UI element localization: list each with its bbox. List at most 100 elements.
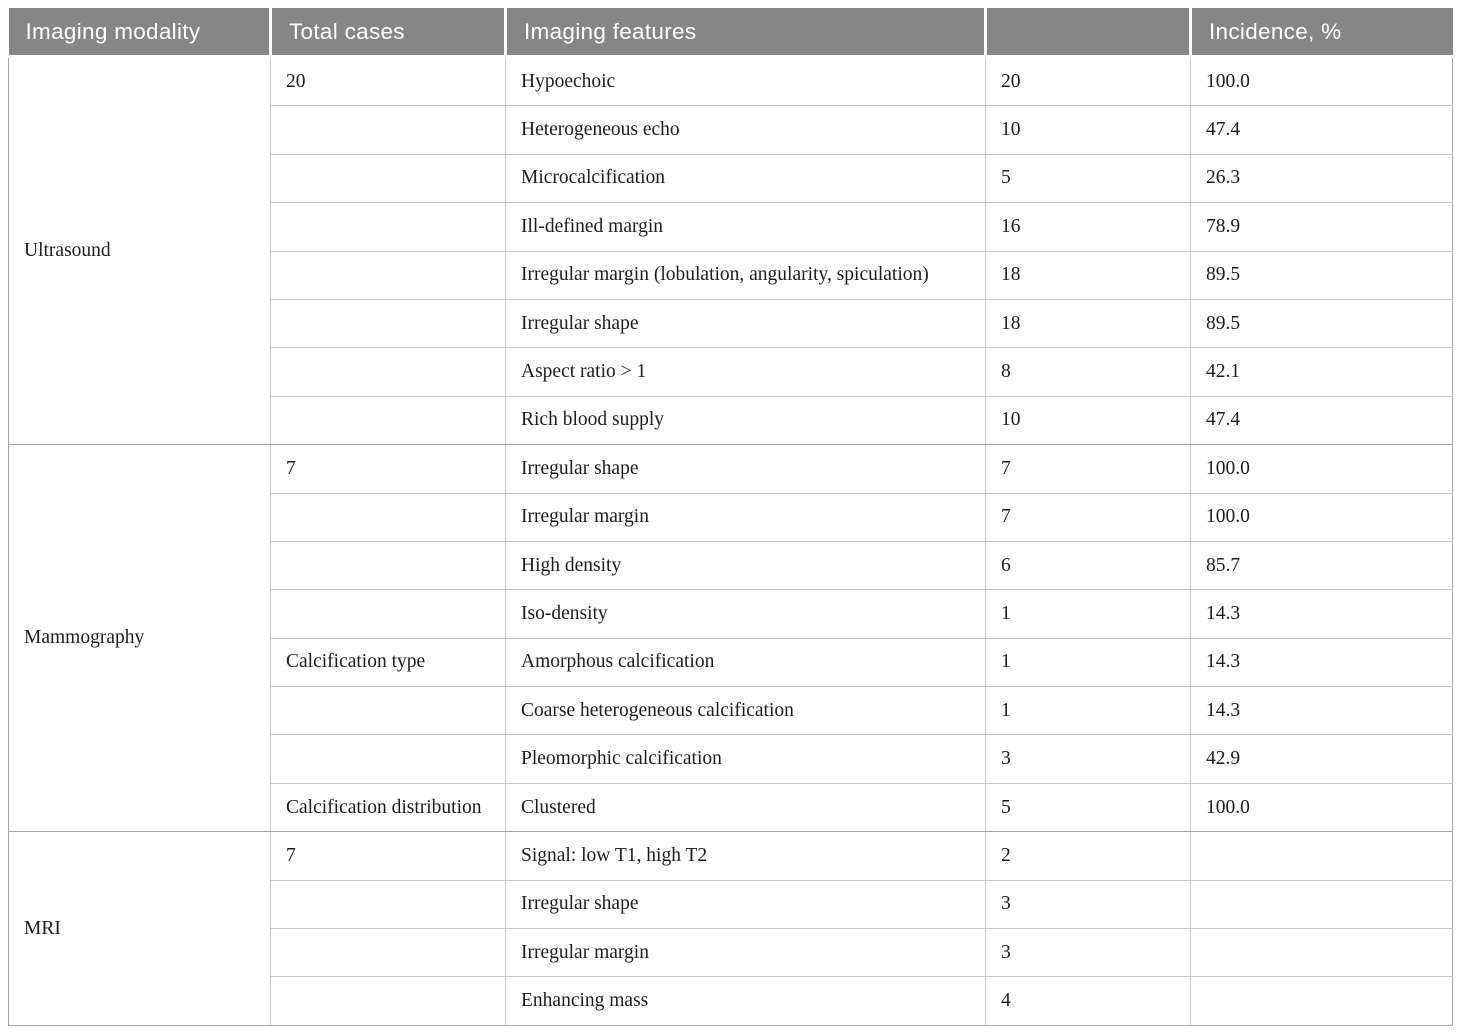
feature-cell: Irregular shape (505, 879, 986, 930)
imaging-findings-table: Imaging modality Total cases Imaging fea… (8, 8, 1453, 1026)
table-body: Ultrasound 20 Hypoechoic 20 100.0 Hetero… (8, 55, 1453, 1026)
count-cell: 1 (985, 686, 1191, 736)
feature-cell: Coarse heterogeneous calcification (505, 686, 986, 736)
table-row: Ill-defined margin 16 78.9 (9, 202, 1453, 252)
total-cases-cell (270, 395, 506, 446)
table-row: Ultrasound 20 Hypoechoic 20 100.0 (8, 55, 1453, 446)
incidence-cell: 14.3 (1190, 637, 1453, 688)
total-cases-cell (270, 492, 506, 542)
modality-cell-mammography: Mammography (8, 444, 271, 833)
feature-cell: Microcalcification (505, 153, 986, 204)
total-cases-cell (270, 928, 506, 978)
feature-cell: Irregular margin (505, 928, 986, 978)
count-cell: 6 (985, 540, 1191, 591)
col-header-count (984, 8, 1191, 58)
table-row: Calcification type Amorphous calcificati… (9, 637, 1453, 688)
incidence-cell: 100.0 (1190, 492, 1453, 542)
count-cell: 1 (985, 589, 1191, 639)
col-header-imaging-features: Imaging features (504, 8, 986, 58)
count-cell: 18 (985, 250, 1191, 300)
feature-cell: Irregular margin (505, 492, 986, 542)
table-row: Microcalcification 5 26.3 (9, 153, 1453, 204)
count-cell: 7 (985, 492, 1191, 542)
incidence-cell (1190, 831, 1453, 881)
table-row: Enhancing mass 4 (9, 976, 1453, 1026)
total-cases-cell: 7 (270, 444, 506, 494)
count-cell: 10 (985, 395, 1191, 446)
table-row: Mammography 7 Irregular shape 7 100.0 (8, 444, 1453, 833)
count-cell: 10 (985, 105, 1191, 155)
feature-cell: Clustered (505, 782, 986, 833)
total-cases-cell (270, 589, 506, 639)
table-row: Irregular margin (lobulation, angularity… (9, 250, 1453, 300)
total-cases-cell (270, 298, 506, 349)
total-cases-cell: 7 (270, 831, 506, 881)
incidence-cell: 14.3 (1190, 686, 1453, 736)
feature-cell: Signal: low T1, high T2 (505, 831, 986, 881)
incidence-cell: 47.4 (1190, 105, 1453, 155)
feature-cell: Irregular shape (505, 444, 986, 494)
col-header-total-cases: Total cases (269, 8, 506, 58)
incidence-cell: 14.3 (1190, 589, 1453, 639)
feature-cell: Heterogeneous echo (505, 105, 986, 155)
total-cases-cell (270, 153, 506, 204)
incidence-cell: 47.4 (1190, 395, 1453, 446)
feature-cell: Aspect ratio > 1 (505, 347, 986, 397)
table-row: Irregular shape 18 89.5 (9, 298, 1453, 349)
header-row: Imaging modality Total cases Imaging fea… (8, 8, 1453, 58)
feature-cell: Iso-density (505, 589, 986, 639)
count-cell: 18 (985, 298, 1191, 349)
table-row: Irregular margin 7 100.0 (9, 492, 1453, 542)
col-header-imaging-modality: Imaging modality (8, 8, 271, 58)
feature-cell: Hypoechoic (505, 55, 986, 107)
count-cell: 5 (985, 153, 1191, 204)
incidence-cell: 85.7 (1190, 540, 1453, 591)
incidence-cell: 42.1 (1190, 347, 1453, 397)
total-cases-cell (270, 734, 506, 784)
count-cell: 3 (985, 928, 1191, 978)
table-header: Imaging modality Total cases Imaging fea… (8, 8, 1453, 58)
table-row: MRI 7 Signal: low T1, high T2 2 (8, 831, 1453, 1026)
incidence-cell: 100.0 (1190, 444, 1453, 494)
incidence-cell (1190, 928, 1453, 978)
count-cell: 7 (985, 444, 1191, 494)
feature-cell: Ill-defined margin (505, 202, 986, 252)
feature-cell: Amorphous calcification (505, 637, 986, 688)
table-row: Irregular margin 3 (9, 928, 1453, 978)
total-cases-cell (270, 540, 506, 591)
total-cases-cell (270, 686, 506, 736)
incidence-cell: 42.9 (1190, 734, 1453, 784)
incidence-cell: 89.5 (1190, 250, 1453, 300)
table-row: Aspect ratio > 1 8 42.1 (9, 347, 1453, 397)
total-cases-cell: 20 (270, 55, 506, 107)
table-row: Pleomorphic calcification 3 42.9 (9, 734, 1453, 784)
count-cell: 1 (985, 637, 1191, 688)
incidence-cell: 89.5 (1190, 298, 1453, 349)
count-cell: 4 (985, 976, 1191, 1026)
col-header-incidence: Incidence, % (1189, 8, 1453, 58)
incidence-cell: 78.9 (1190, 202, 1453, 252)
feature-cell: Irregular shape (505, 298, 986, 349)
count-cell: 2 (985, 831, 1191, 881)
table-row: Heterogeneous echo 10 47.4 (9, 105, 1453, 155)
table-row: Coarse heterogeneous calcification 1 14.… (9, 686, 1453, 736)
table-row: Iso-density 1 14.3 (9, 589, 1453, 639)
modality-cell-ultrasound: Ultrasound (8, 55, 271, 446)
table-row: Calcification distribution Clustered 5 1… (9, 782, 1453, 833)
count-cell: 5 (985, 782, 1191, 833)
count-cell: 3 (985, 879, 1191, 930)
total-cases-cell (270, 250, 506, 300)
count-cell: 20 (985, 55, 1191, 107)
total-cases-cell (270, 202, 506, 252)
table-row: Irregular shape 3 (9, 879, 1453, 930)
feature-cell: Enhancing mass (505, 976, 986, 1026)
total-cases-cell (270, 347, 506, 397)
feature-cell: Pleomorphic calcification (505, 734, 986, 784)
total-cases-cell (270, 105, 506, 155)
total-cases-cell (270, 879, 506, 930)
total-cases-cell (270, 976, 506, 1026)
count-cell: 8 (985, 347, 1191, 397)
feature-cell: Rich blood supply (505, 395, 986, 446)
incidence-cell: 26.3 (1190, 153, 1453, 204)
